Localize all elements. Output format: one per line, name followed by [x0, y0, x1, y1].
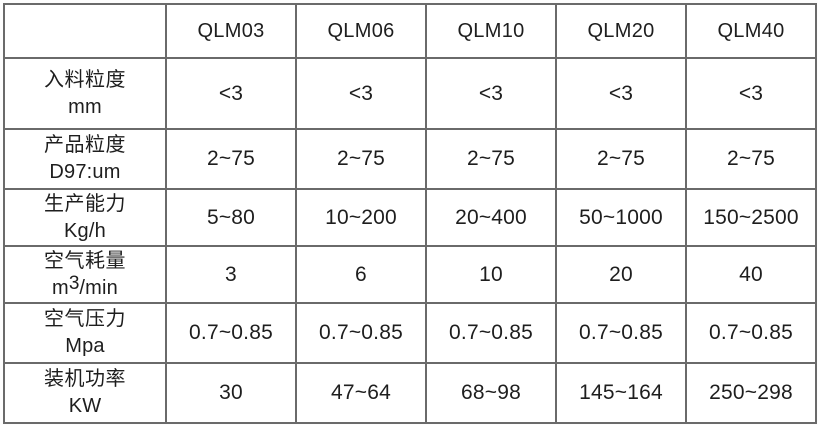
row-label-cn: 空气耗量: [44, 249, 126, 272]
spec-value-cell: <3: [425, 57, 557, 130]
spec-value-cell: 2~75: [295, 128, 427, 190]
spec-value-cell: <3: [295, 57, 427, 130]
row-label-unit: m3/min: [51, 272, 119, 299]
spec-value-cell: 6: [295, 245, 427, 304]
spec-value-cell: <3: [165, 57, 297, 130]
row-label-cn: 装机功率: [44, 368, 126, 390]
spec-table: QLM03 QLM06 QLM10 QLM20 QLM40 入料粒度 mm <3 <3 <3 <3…: [3, 3, 817, 424]
spec-value-cell: 40: [685, 245, 817, 304]
spec-value-cell: 2~75: [425, 128, 557, 190]
spec-value-cell: 150~2500: [685, 188, 817, 247]
model-header-qlm20: QLM20: [555, 3, 687, 59]
spec-row: 产品粒度 D97:um 2~75 2~75 2~75 2~75 2~75: [3, 128, 817, 190]
spec-row: 装机功率 KW 30 47~64 68~98 145~164 250~298: [3, 362, 817, 424]
row-label: 空气耗量 m3/min: [3, 245, 167, 304]
row-label: 生产能力 Kg/h: [3, 188, 167, 247]
spec-value-cell: 2~75: [685, 128, 817, 190]
row-label: 空气压力 Mpa: [3, 302, 167, 364]
spec-row: 空气耗量 m3/min 3 6 10 20 40: [3, 245, 817, 304]
spec-value-cell: 145~164: [555, 362, 687, 424]
row-label-cn: 入料粒度: [44, 68, 126, 91]
spec-value-cell: 68~98: [425, 362, 557, 424]
model-header-qlm03: QLM03: [165, 3, 297, 59]
row-label: 产品粒度 D97:um: [3, 128, 167, 190]
spec-row: 生产能力 Kg/h 5~80 10~200 20~400 50~1000 150~2500: [3, 188, 817, 247]
row-label-unit: KW: [68, 395, 102, 417]
spec-value-cell: 5~80: [165, 188, 297, 247]
row-label-unit: Mpa: [65, 335, 105, 357]
spec-value-cell: 47~64: [295, 362, 427, 424]
model-header-qlm06: QLM06: [295, 3, 427, 59]
spec-value-cell: <3: [555, 57, 687, 130]
spec-value-cell: 0.7~0.85: [295, 302, 427, 364]
row-label-unit: D97:um: [49, 161, 121, 183]
spec-row: 空气压力 Mpa 0.7~0.85 0.7~0.85 0.7~0.85 0.7~0.85 0…: [3, 302, 817, 364]
row-label-unit: Kg/h: [64, 219, 106, 242]
spec-value-cell: 50~1000: [555, 188, 687, 247]
row-label-cn: 产品粒度: [44, 134, 126, 156]
spec-value-cell: 10~200: [295, 188, 427, 247]
row-label-cn: 空气压力: [44, 308, 126, 330]
spec-table-body: 入料粒度 mm <3 <3 <3 <3 <3 产品粒度 D97:um 2~75 2~75 2~75 2~…: [3, 57, 817, 424]
superscript-3: 3: [68, 272, 80, 294]
spec-row: 入料粒度 mm <3 <3 <3 <3 <3: [3, 57, 817, 130]
spec-value-cell: 2~75: [555, 128, 687, 190]
spec-value-cell: 0.7~0.85: [165, 302, 297, 364]
corner-cell: [3, 3, 167, 59]
row-label-unit: mm: [68, 95, 102, 118]
spec-value-cell: 10: [425, 245, 557, 304]
spec-value-cell: 30: [165, 362, 297, 424]
spec-table-header-row: QLM03 QLM06 QLM10 QLM20 QLM40: [3, 3, 817, 59]
row-label: 入料粒度 mm: [3, 57, 167, 130]
row-label-cn: 生产能力: [44, 192, 126, 215]
spec-value-cell: 20: [555, 245, 687, 304]
spec-value-cell: 0.7~0.85: [685, 302, 817, 364]
spec-value-cell: 20~400: [425, 188, 557, 247]
spec-value-cell: 0.7~0.85: [425, 302, 557, 364]
spec-value-cell: 2~75: [165, 128, 297, 190]
model-header-qlm40: QLM40: [685, 3, 817, 59]
spec-value-cell: 0.7~0.85: [555, 302, 687, 364]
spec-value-cell: 250~298: [685, 362, 817, 424]
model-header-qlm10: QLM10: [425, 3, 557, 59]
row-label: 装机功率 KW: [3, 362, 167, 424]
spec-value-cell: 3: [165, 245, 297, 304]
spec-value-cell: <3: [685, 57, 817, 130]
